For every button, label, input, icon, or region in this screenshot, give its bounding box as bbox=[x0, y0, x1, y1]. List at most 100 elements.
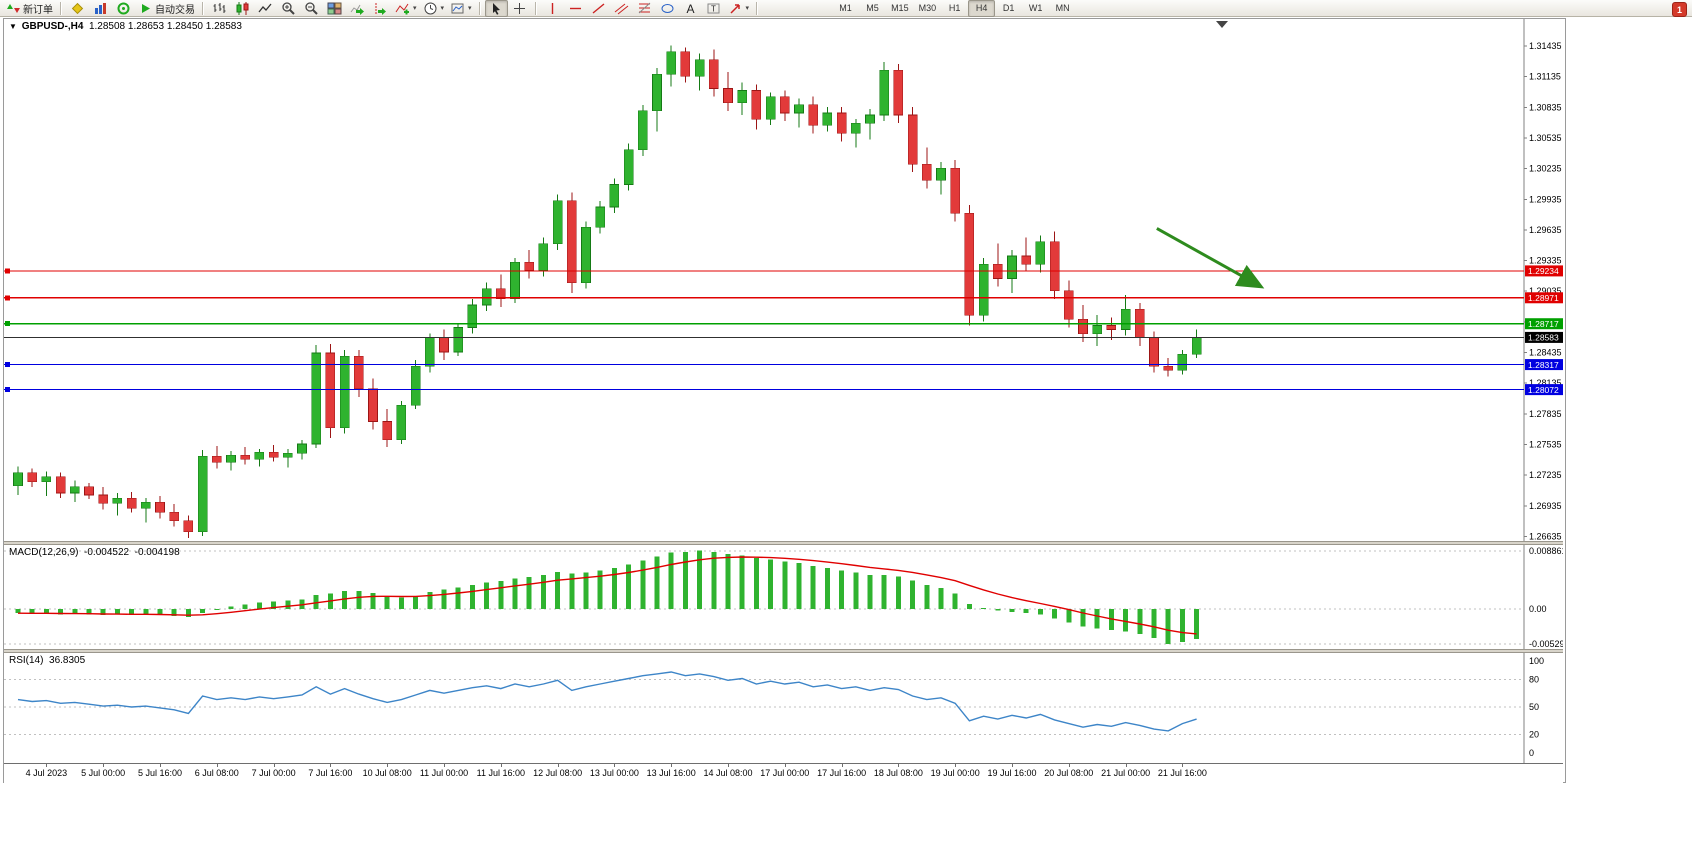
time-axis-label: 4 Jul 2023 bbox=[25, 768, 68, 778]
horizontal-line-icon bbox=[569, 7, 581, 9]
cursor-button[interactable] bbox=[484, 0, 508, 17]
trend-arrow-annotation[interactable] bbox=[1156, 227, 1265, 289]
candle bbox=[1021, 237, 1032, 271]
quote-high: 1.28653 bbox=[127, 21, 165, 32]
line-handle[interactable] bbox=[5, 295, 10, 301]
line-handle[interactable] bbox=[5, 321, 10, 327]
timeframe-H1-button[interactable]: H1 bbox=[948, 3, 961, 13]
time-axis-tick bbox=[614, 764, 616, 767]
shapes-button[interactable] bbox=[656, 0, 679, 17]
macd-histogram-bar bbox=[867, 575, 873, 610]
timeframe-M1-button[interactable]: M1 bbox=[839, 3, 852, 13]
candle bbox=[907, 106, 918, 173]
macd-histogram-bar bbox=[626, 564, 632, 610]
rsi-plot[interactable]: 100 80 50 20 0 bbox=[4, 653, 1563, 763]
market-watch-button[interactable] bbox=[89, 0, 112, 17]
metaeditor-button[interactable] bbox=[66, 0, 89, 17]
navigator-button[interactable] bbox=[112, 0, 135, 17]
crosshair-button[interactable] bbox=[508, 0, 531, 17]
candle bbox=[297, 439, 307, 460]
price-axis-tick-label: 1.31435 bbox=[1529, 41, 1562, 51]
periods-button[interactable]: ▾ bbox=[420, 0, 448, 17]
fibonacci-button[interactable] bbox=[633, 0, 656, 17]
horizontal-line-object[interactable] bbox=[4, 268, 1524, 274]
trendline-button[interactable] bbox=[587, 0, 610, 17]
timeframe-M30-button[interactable]: M30 bbox=[918, 3, 937, 13]
candle bbox=[879, 61, 890, 122]
timeframe-M5-button[interactable]: M5 bbox=[866, 3, 879, 13]
candle bbox=[439, 329, 449, 361]
timeframe-H4-button[interactable]: H4 bbox=[968, 0, 996, 17]
timeframe-MN-button[interactable]: MN bbox=[1055, 3, 1070, 13]
one-click-trading-toggle[interactable]: ▼ bbox=[9, 22, 17, 31]
line-handle[interactable] bbox=[5, 268, 10, 274]
symbol-period-label: GBPUSD-,H4 bbox=[21, 21, 84, 32]
time-axis-tick bbox=[387, 764, 389, 767]
macd-plot[interactable]: 0.008861 0.00 -0.005294 bbox=[4, 545, 1563, 649]
horizontal-line-object[interactable] bbox=[4, 321, 1524, 327]
svg-text:1.28317: 1.28317 bbox=[1528, 360, 1559, 370]
chart-shift-button[interactable] bbox=[369, 0, 392, 17]
macd-histogram-bar bbox=[1179, 609, 1185, 643]
zoom-in-icon bbox=[282, 1, 295, 15]
text-label-button[interactable]: T bbox=[702, 0, 725, 17]
candle bbox=[893, 63, 904, 124]
time-axis-label: 17 Jul 16:00 bbox=[817, 768, 867, 778]
time-axis-tick bbox=[1068, 764, 1070, 767]
time-axis-label: 21 Jul 16:00 bbox=[1157, 768, 1207, 778]
price-chart-plot[interactable]: 1.31435 1.31135 1.30835 1.30535 1.30235 1.299… bbox=[4, 19, 1563, 541]
line-handle[interactable] bbox=[5, 387, 10, 393]
time-axis-tick bbox=[160, 764, 161, 767]
macd-histogram-bar bbox=[1052, 609, 1058, 619]
macd-histogram-bar bbox=[498, 580, 504, 610]
line-chart-button[interactable] bbox=[254, 0, 277, 17]
macd-histogram-bar bbox=[995, 609, 1001, 611]
rsi-axis-label: 20 bbox=[1529, 730, 1539, 740]
line-handle[interactable] bbox=[5, 362, 10, 368]
horizontal-line-object[interactable] bbox=[4, 295, 1524, 301]
candle bbox=[652, 68, 662, 132]
macd-histogram-bar bbox=[43, 609, 49, 614]
macd-histogram-bar bbox=[72, 609, 78, 614]
macd-histogram-bar bbox=[58, 609, 64, 615]
price-chart-panel: ▼ GBPUSD-,H4 1.28508 1.28653 1.28450 1.2… bbox=[4, 19, 1563, 541]
timeframe-W1-button[interactable]: W1 bbox=[1028, 3, 1043, 13]
zoom-out-button[interactable] bbox=[300, 0, 323, 17]
chart-shift-marker[interactable] bbox=[1216, 21, 1228, 28]
horizontal-line-button[interactable] bbox=[564, 0, 587, 17]
zoom-in-button[interactable] bbox=[277, 0, 300, 17]
auto-scroll-button[interactable] bbox=[346, 0, 369, 17]
panel-separator[interactable] bbox=[4, 649, 1563, 653]
candle bbox=[694, 53, 705, 91]
timeframe-D1-button[interactable]: D1 bbox=[1002, 3, 1015, 13]
auto-trading-button[interactable]: 自动交易 bbox=[135, 0, 198, 17]
horizontal-line-object[interactable] bbox=[4, 387, 1524, 393]
candle bbox=[155, 496, 165, 519]
candle bbox=[680, 47, 691, 83]
candle bbox=[226, 451, 236, 471]
time-axis[interactable]: 4 Jul 2023 5 Jul 00:00 5 Jul 16:00 6 Jul 08… bbox=[4, 763, 1563, 783]
new-order-button[interactable]: 新订单 bbox=[3, 0, 56, 17]
indicators-button[interactable]: ▾ bbox=[392, 0, 420, 17]
horizontal-line-object[interactable] bbox=[4, 362, 1524, 368]
time-axis-tick bbox=[1182, 764, 1184, 767]
equidistant-channel-button[interactable] bbox=[610, 0, 633, 17]
time-axis-label: 18 Jul 08:00 bbox=[873, 768, 923, 778]
timeframe-M15-button[interactable]: M15 bbox=[891, 3, 909, 13]
vertical-line-button[interactable] bbox=[541, 0, 564, 17]
candle bbox=[637, 104, 648, 156]
time-axis-tick bbox=[216, 764, 218, 767]
templates-button[interactable]: ▾ bbox=[447, 0, 475, 17]
arrows-button[interactable]: ▾ bbox=[725, 0, 753, 17]
price-axis-tick-label: 1.31135 bbox=[1529, 72, 1561, 82]
tile-windows-button[interactable] bbox=[323, 0, 346, 17]
text-button[interactable]: A bbox=[679, 0, 702, 17]
notifications-badge[interactable]: 1 bbox=[1672, 2, 1687, 17]
market-watch-icon bbox=[95, 2, 106, 14]
panel-separator[interactable] bbox=[4, 541, 1563, 545]
candlestick-chart-button[interactable] bbox=[231, 0, 254, 17]
time-axis-label: 20 Jul 08:00 bbox=[1044, 768, 1094, 778]
macd-histogram-bar bbox=[228, 606, 234, 610]
candle bbox=[524, 249, 535, 279]
bar-chart-button[interactable] bbox=[208, 0, 231, 17]
